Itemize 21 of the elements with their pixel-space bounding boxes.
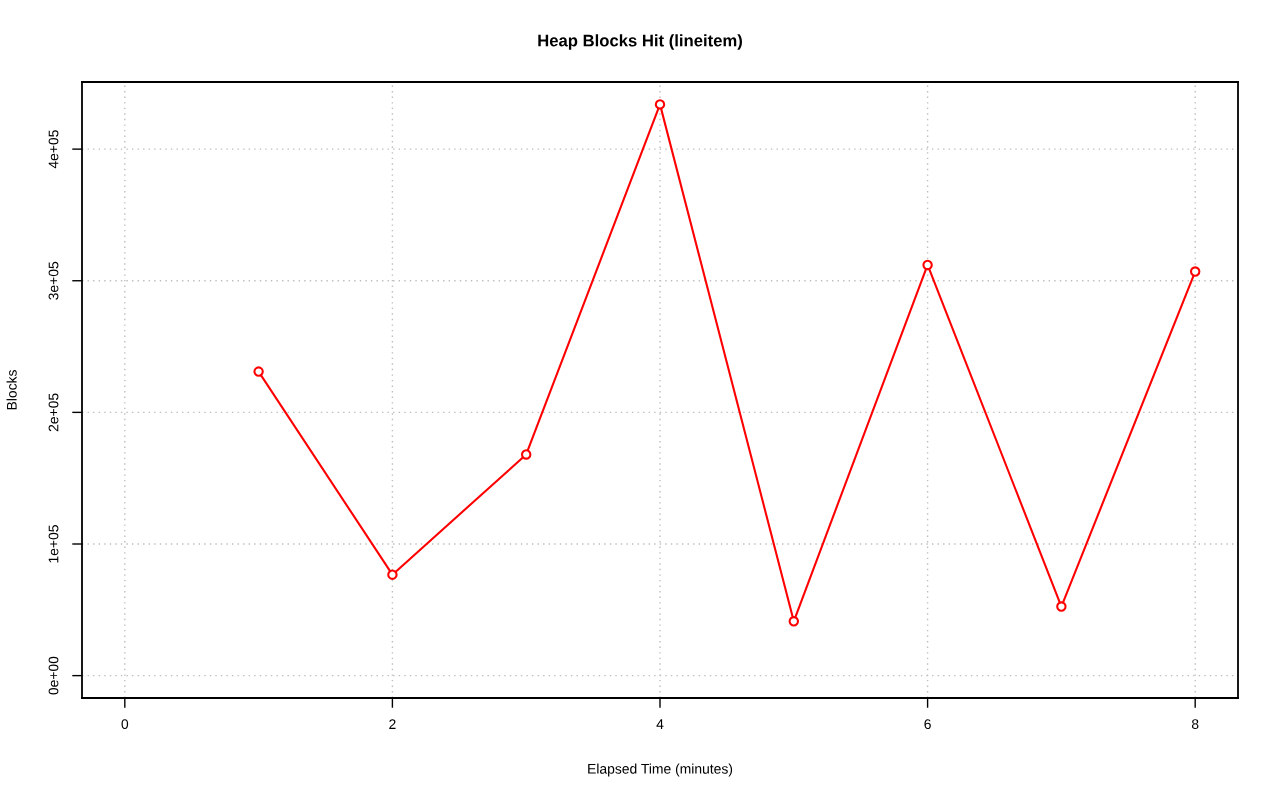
y-tick-label: 1e+05 (48, 525, 59, 563)
point (654, 99, 666, 110)
y-tick-label: 3e+05 (48, 261, 59, 300)
chart-title: Heap Blocks Hit (lineitem) (538, 34, 742, 50)
point (1056, 601, 1067, 612)
x-tick-label: 0 (121, 719, 129, 730)
x-tick-label: 2 (389, 719, 396, 729)
y-tick-label: 4e+05 (48, 130, 59, 169)
x-tick-label: 6 (924, 719, 931, 730)
point (922, 259, 933, 271)
point (387, 569, 398, 580)
point (521, 449, 532, 460)
x-tick-label: 4 (656, 719, 664, 729)
y-axis-title: Blocks (6, 370, 17, 410)
x-axis-title: Elapsed Time (minutes) (588, 763, 733, 777)
point (253, 366, 264, 377)
y-tick-label: 2e+05 (48, 393, 59, 432)
point (788, 616, 799, 627)
x-tick-label: 8 (1191, 719, 1199, 730)
y-tick-label: 0e+00 (48, 656, 59, 695)
point (1189, 266, 1201, 277)
